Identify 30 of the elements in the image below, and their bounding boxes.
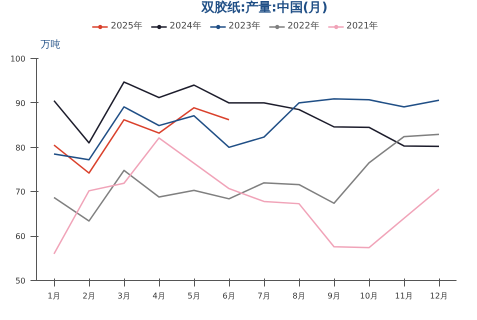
y-tick-label: 50 (15, 276, 26, 286)
y-tick-label: 80 (15, 143, 26, 152)
legend-label: 2025年 (110, 20, 143, 32)
x-tick-label: 10月 (360, 292, 378, 300)
x-tick-label: 7月 (257, 292, 271, 300)
x-tick-label: 3月 (117, 292, 131, 300)
chart-title: 双胶纸:产量:中国(月) (200, 0, 328, 16)
line-series (53, 137, 440, 255)
y-tick-label: 100 (10, 54, 26, 64)
x-tick-label: 6月 (222, 292, 236, 300)
line-series (53, 107, 230, 174)
x-tick-label: 4月 (152, 292, 166, 300)
y-tick-label: 70 (15, 188, 26, 197)
y-tick-label: 60 (15, 232, 26, 242)
x-tick-label: 2月 (82, 292, 96, 300)
y-axis-title: 万吨 (40, 38, 60, 50)
x-tick-label: 11月 (394, 292, 414, 300)
legend-label: 2023年 (228, 20, 260, 32)
x-tick-label: 12月 (430, 292, 448, 300)
x-tick-label: 1月 (47, 292, 61, 300)
line-series (53, 98, 440, 160)
x-tick-label: 5月 (187, 292, 201, 300)
line-series (53, 134, 440, 222)
legend-label: 2021年 (346, 20, 378, 32)
y-tick-label: 90 (15, 98, 26, 108)
legend-label: 2024年 (170, 20, 202, 32)
line-series (53, 81, 440, 148)
x-tick-label: 9月 (327, 292, 341, 300)
legend-label: 2022年 (287, 20, 320, 32)
x-tick-label: 8月 (292, 292, 306, 300)
